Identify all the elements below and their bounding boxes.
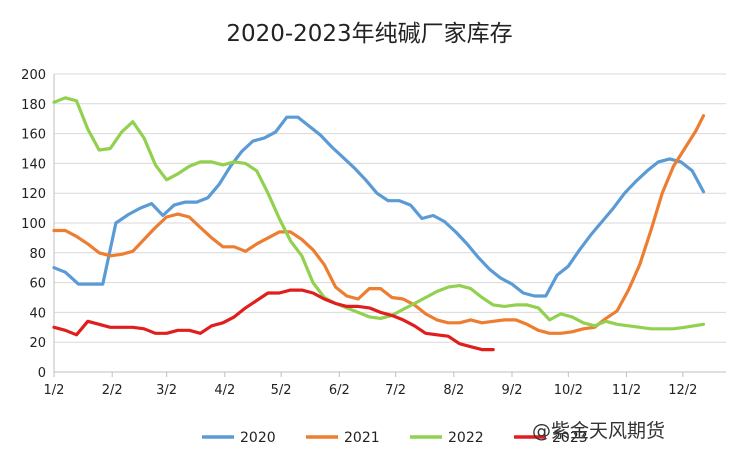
y-tick-label: 160 — [21, 128, 46, 143]
y-tick-label: 120 — [21, 187, 46, 202]
x-tick-label: 9/2 — [502, 383, 523, 398]
x-tick-label: 8/2 — [443, 383, 464, 398]
y-tick-label: 40 — [29, 306, 46, 321]
x-tick-label: 3/2 — [156, 383, 177, 398]
x-tick-label: 10/2 — [554, 383, 583, 398]
x-tick-label: 11/2 — [612, 383, 641, 398]
x-tick-label: 6/2 — [329, 383, 350, 398]
watermark-logo-text: @紫金天风期货 — [532, 420, 666, 442]
series-line-2022 — [52, 96, 706, 331]
y-tick-label: 180 — [21, 98, 46, 113]
axes — [53, 74, 726, 377]
y-tick-label: 60 — [29, 277, 46, 292]
x-tick-label: 7/2 — [385, 383, 406, 398]
series-line-2020 — [52, 115, 706, 298]
y-tick-label: 100 — [21, 217, 46, 232]
x-tick-label: 5/2 — [271, 383, 292, 398]
x-tick-label: 12/2 — [668, 383, 697, 398]
x-tick-label: 4/2 — [214, 383, 235, 398]
x-tick-label: 2/2 — [102, 383, 123, 398]
chart-title: 2020-2023年纯碱厂家库存 — [226, 21, 513, 47]
grid-lines — [54, 73, 726, 343]
legend-label: 2023 — [552, 430, 588, 446]
y-tick-label: 80 — [29, 247, 46, 262]
y-tick-labels: 0 20 40 60 80 100 120 140 160 180 200 — [21, 68, 46, 381]
x-tick-label: 1/2 — [44, 383, 65, 398]
series-line-2021 — [52, 114, 706, 335]
legend: 2020 2021 2022 2023 — [202, 430, 588, 446]
x-tick-labels: 1/2 2/2 3/2 4/2 5/2 6/2 7/2 8/2 9/2 10/2 11/2 12/2 — [44, 383, 698, 398]
legend-label: 2020 — [240, 430, 276, 446]
series-line-2023 — [52, 288, 495, 352]
legend-label: 2021 — [344, 430, 380, 446]
y-tick-label: 200 — [21, 68, 46, 83]
series-lines — [52, 96, 706, 352]
y-tick-label: 0 — [38, 366, 46, 381]
y-tick-label: 140 — [21, 157, 46, 172]
legend-label: 2022 — [448, 430, 484, 446]
y-tick-label: 20 — [29, 336, 46, 351]
